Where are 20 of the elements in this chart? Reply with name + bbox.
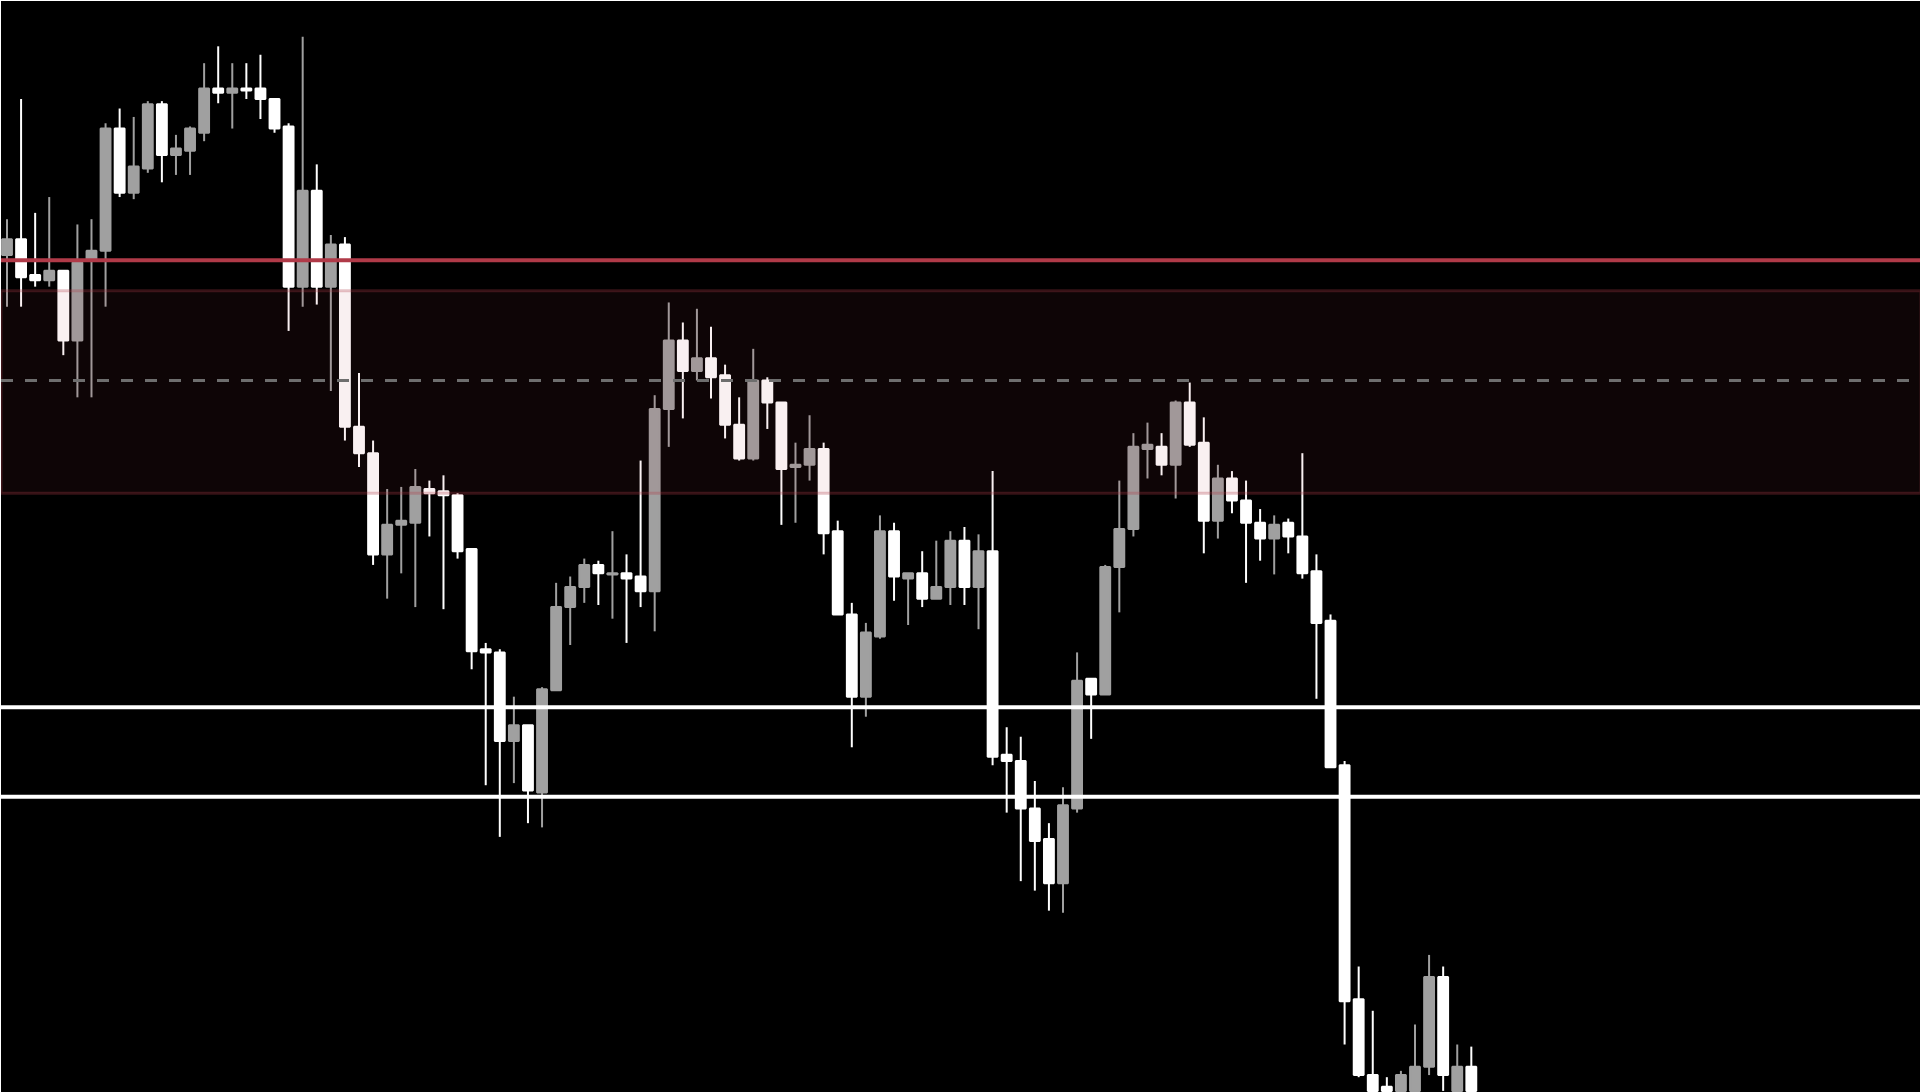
candlestick xyxy=(226,62,239,130)
candlestick xyxy=(1211,463,1224,540)
candlestick xyxy=(888,521,900,602)
candlestick xyxy=(1465,1045,1478,1092)
candlestick xyxy=(606,530,619,620)
candlestick xyxy=(1268,514,1281,576)
candlestick xyxy=(958,525,971,606)
candlestick xyxy=(1155,432,1168,477)
candlestick xyxy=(916,550,929,609)
candlestick xyxy=(690,307,703,382)
candlestick xyxy=(1,218,13,308)
candlestick xyxy=(1451,1043,1464,1092)
candlestick xyxy=(43,196,56,288)
candlestick xyxy=(902,572,915,626)
candlestick xyxy=(507,695,520,785)
candlestick xyxy=(324,234,337,392)
candlestick xyxy=(212,45,225,105)
candlestick xyxy=(592,559,605,606)
candlestick xyxy=(676,321,689,420)
candlestick xyxy=(972,533,985,631)
